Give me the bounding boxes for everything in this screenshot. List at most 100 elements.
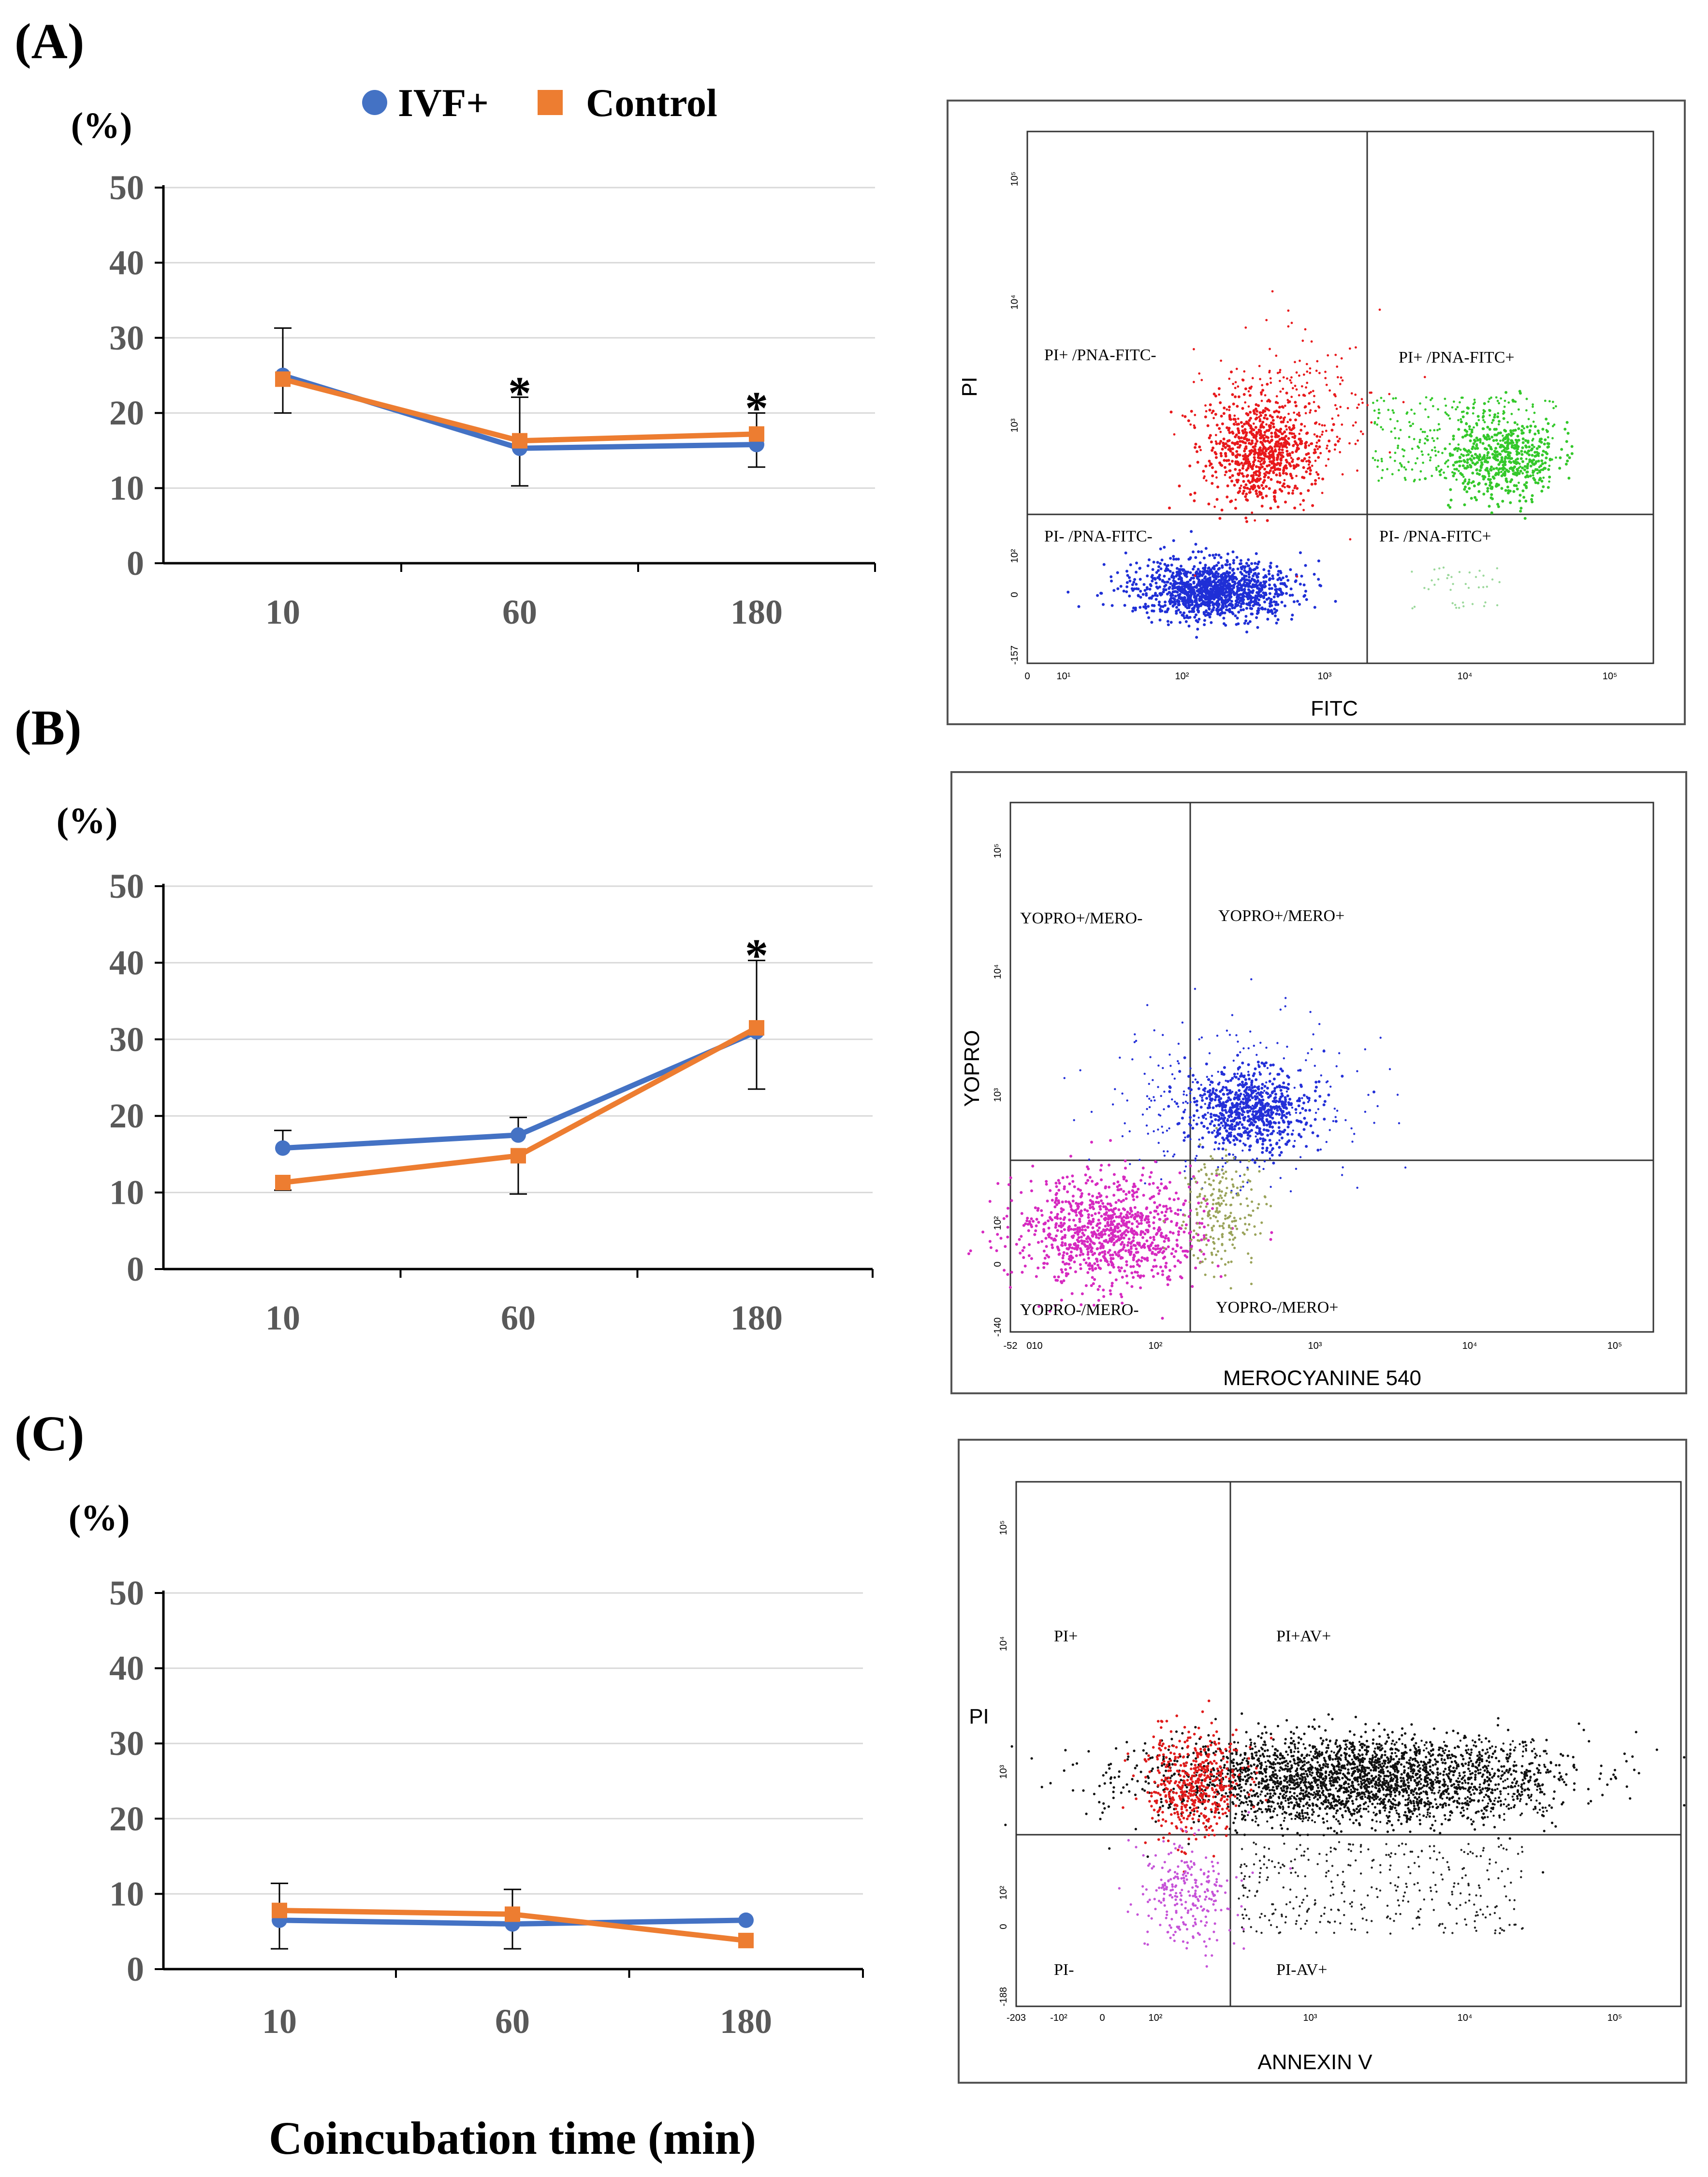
event-dot: [1257, 1119, 1260, 1122]
data-point-control: [749, 1020, 764, 1036]
event-dot: [1212, 446, 1215, 450]
event-dot: [1334, 353, 1337, 356]
event-dot: [1482, 427, 1485, 430]
event-dot: [1534, 481, 1537, 484]
event-dot: [1286, 377, 1288, 380]
event-dot: [1132, 581, 1136, 584]
event-dot: [1282, 482, 1285, 485]
event-dot: [1246, 1133, 1250, 1137]
y-axis-label: (%): [69, 1498, 130, 1538]
event-dot: [1462, 459, 1466, 462]
event-dot: [1118, 1229, 1122, 1233]
event-dot: [1265, 1149, 1269, 1152]
event-dot: [1555, 405, 1557, 408]
event-dot: [1197, 584, 1200, 586]
event-dot: [1516, 468, 1519, 471]
event-dot: [1280, 1116, 1284, 1120]
event-dot: [1435, 468, 1438, 471]
event-dot: [1335, 408, 1338, 410]
event-dot: [1071, 1195, 1075, 1198]
event-dot: [1262, 585, 1266, 588]
event-dot: [1210, 440, 1213, 444]
flow-y-tick-label: 10²: [1009, 549, 1020, 563]
event-dot: [1182, 1110, 1185, 1113]
event-dot: [1271, 1126, 1274, 1129]
event-dot: [1270, 438, 1273, 442]
event-dot: [1462, 454, 1465, 457]
event-dot: [1196, 461, 1199, 464]
event-dot: [1267, 448, 1270, 451]
event-dot: [1184, 1165, 1187, 1168]
event-dot: [1256, 626, 1259, 629]
event-dot: [1499, 439, 1502, 442]
event-dot: [1294, 1140, 1296, 1142]
event-dot: [1478, 455, 1482, 458]
event-dot: [1148, 1106, 1151, 1109]
event-dot: [1293, 487, 1296, 489]
event-dot: [1309, 409, 1312, 412]
event-dot: [1262, 591, 1265, 595]
event-dot: [1179, 621, 1182, 624]
event-dot: [1496, 442, 1500, 446]
event-dot: [1105, 1195, 1109, 1198]
event-dot: [1168, 570, 1172, 573]
event-dot: [1263, 434, 1266, 437]
event-dot: [1532, 474, 1534, 477]
event-dot: [1263, 1064, 1266, 1067]
event-dot: [1413, 480, 1416, 482]
event-dot: [1107, 1217, 1110, 1221]
event-dot: [1299, 428, 1303, 432]
event-dot: [1159, 1248, 1162, 1251]
event-dot: [1466, 458, 1469, 461]
event-dot: [1255, 1053, 1258, 1056]
event-dot: [1202, 1125, 1206, 1128]
event-dot: [1268, 487, 1271, 490]
event-dot: [1200, 1083, 1202, 1086]
event-dot: [1452, 583, 1454, 585]
event-dot: [1222, 438, 1226, 440]
event-dot: [1525, 481, 1528, 484]
event-dot: [1526, 441, 1530, 444]
event-dot: [1521, 467, 1524, 469]
event-dot: [1284, 1096, 1287, 1099]
event-dot: [1210, 587, 1213, 591]
event-dot: [1202, 556, 1206, 560]
flow-plot-a-ylabel: PI: [958, 377, 981, 397]
event-dot: [1528, 445, 1531, 449]
event-dot: [1219, 556, 1223, 559]
event-dot: [1493, 415, 1496, 419]
event-dot: [1172, 557, 1175, 561]
event-dot: [1247, 1115, 1250, 1118]
event-dot: [1302, 583, 1306, 586]
event-dot: [1224, 1162, 1227, 1164]
event-dot: [1310, 442, 1312, 445]
event-dot: [1280, 444, 1283, 446]
event-dot: [1447, 459, 1449, 462]
event-dot: [1315, 435, 1319, 438]
event-dot: [1094, 1267, 1097, 1270]
event-dot: [1158, 585, 1161, 589]
event-dot: [1150, 1171, 1153, 1174]
event-dot: [1264, 394, 1267, 396]
event-dot: [1214, 1141, 1217, 1144]
event-dot: [1282, 469, 1285, 472]
event-dot: [1196, 620, 1199, 624]
event-dot: [1167, 568, 1170, 571]
event-dot: [1281, 454, 1284, 456]
event-dot: [1341, 1075, 1344, 1078]
event-dot: [1299, 359, 1301, 362]
event-dot: [1461, 482, 1465, 485]
event-dot: [1246, 486, 1249, 490]
event-dot: [1295, 388, 1298, 391]
event-dot: [1565, 421, 1569, 424]
event-dot: [1240, 484, 1242, 487]
event-dot: [1210, 621, 1213, 624]
event-dot: [1394, 452, 1397, 454]
event-dot: [1220, 414, 1223, 418]
event-dot: [1087, 1167, 1090, 1170]
event-dot: [1063, 1077, 1066, 1080]
event-dot: [1235, 1138, 1239, 1141]
event-dot: [1247, 1104, 1250, 1108]
event-dot: [1086, 1250, 1090, 1254]
event-dot: [1396, 1094, 1399, 1096]
